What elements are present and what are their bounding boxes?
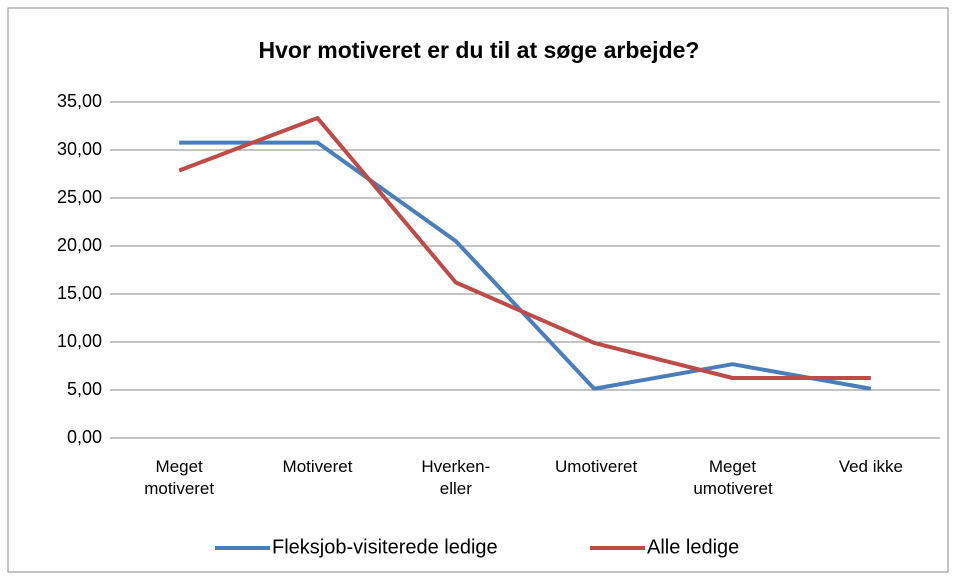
x-tick-label: Meget umotiveret — [693, 457, 773, 498]
y-tick-label: 20,00 — [57, 235, 102, 255]
y-tick-label: 35,00 — [57, 91, 102, 111]
series-line — [178, 116, 871, 380]
x-tick-label: Motiveret — [282, 457, 353, 476]
y-tick-label: 25,00 — [57, 187, 102, 207]
chart-title: Hvor motiveret er du til at søge arbejde… — [259, 37, 700, 63]
x-tick-label: Umotiveret — [555, 457, 638, 476]
series-line — [179, 140, 872, 391]
legend-label: Alle ledige — [647, 536, 739, 558]
y-tick-label: 15,00 — [57, 283, 102, 303]
x-tick-label: Ved ikke — [838, 457, 903, 476]
x-tick-label: Hverken-eller — [421, 457, 491, 498]
y-tick-label: 0,00 — [67, 427, 102, 447]
x-tick-label: Meget motiveret — [144, 457, 215, 498]
y-tick-label: 5,00 — [67, 379, 102, 399]
y-tick-label: 10,00 — [57, 331, 102, 351]
y-tick-label: 30,00 — [57, 139, 102, 159]
legend-label: Fleksjob-visiterede ledige — [272, 536, 498, 558]
